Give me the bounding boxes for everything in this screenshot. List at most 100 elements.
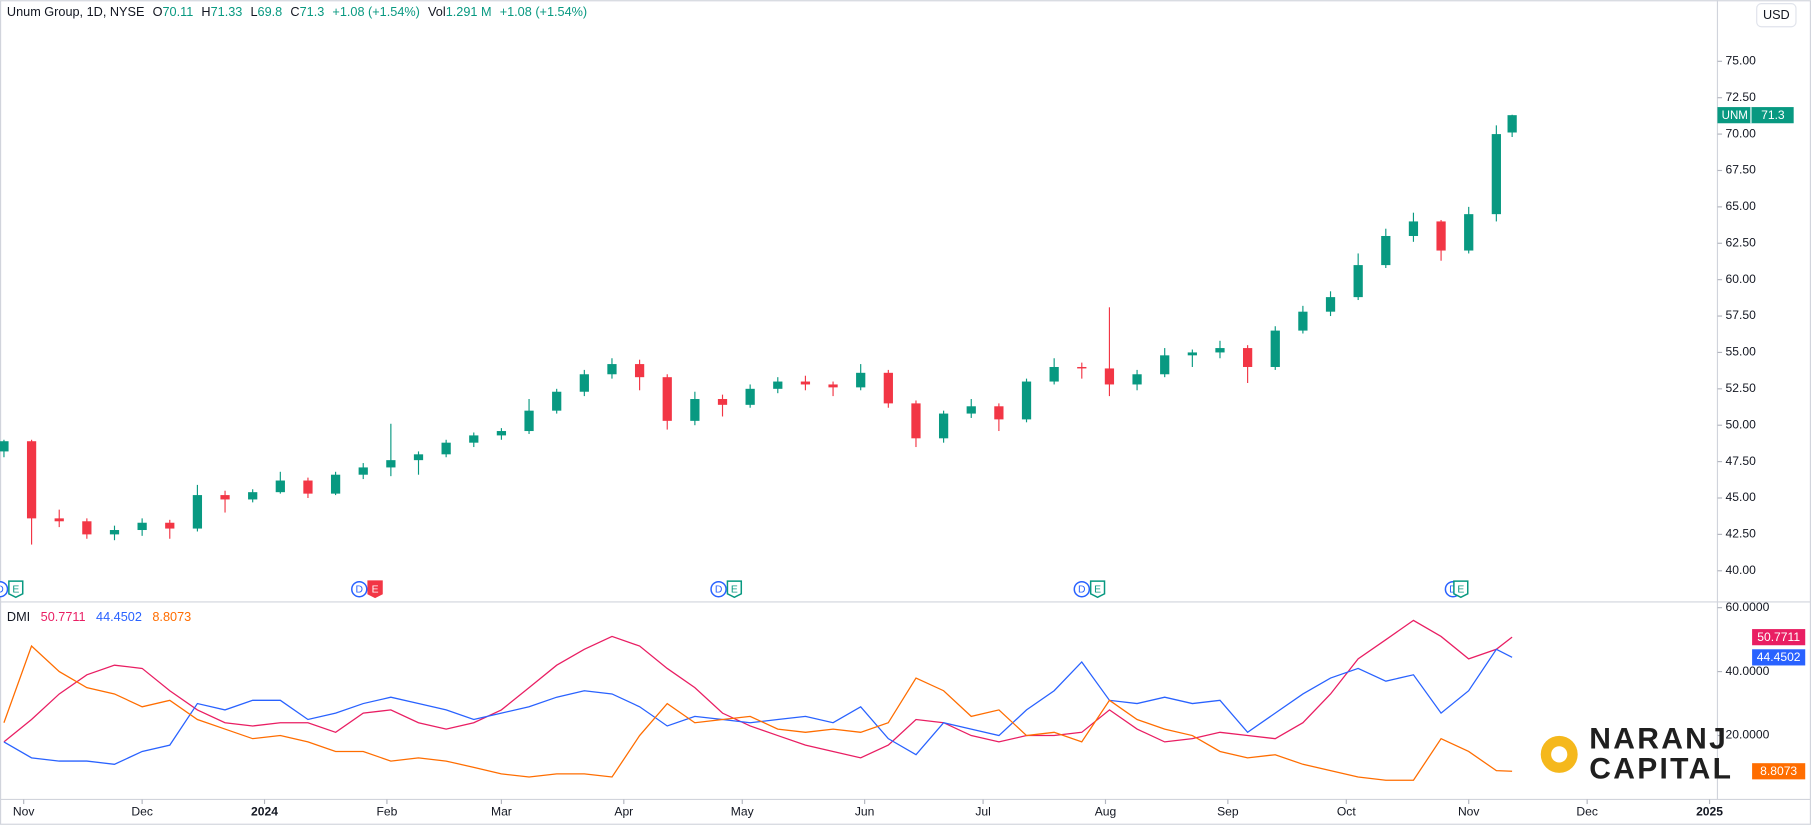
dividend-badge xyxy=(710,580,727,598)
candles xyxy=(0,114,1517,545)
x-tick-label: 2025 xyxy=(1696,804,1723,818)
dmi-title: DMI xyxy=(7,610,30,624)
candle-body xyxy=(1298,311,1308,331)
candle-body xyxy=(552,391,562,411)
candle-body xyxy=(1160,355,1170,375)
price-tag xyxy=(1717,107,1794,124)
candle-body xyxy=(137,522,147,531)
dmi-tag-value: 8.8073 xyxy=(1760,764,1797,778)
candle-body xyxy=(1353,265,1363,298)
candle-body xyxy=(690,399,700,421)
dmi-minus-value: 8.8073 xyxy=(152,610,191,624)
candle-body xyxy=(1381,235,1391,266)
dmi-tag xyxy=(1752,763,1806,780)
candle-body xyxy=(303,480,313,494)
dmi-tag-value: 44.4502 xyxy=(1757,650,1801,664)
y-tick-label: 40.00 xyxy=(1726,563,1757,577)
y-tick-label: 72.50 xyxy=(1726,90,1757,104)
currency-button[interactable] xyxy=(1756,3,1797,28)
y-tick-label: 60.0000 xyxy=(1726,600,1770,614)
candle-body xyxy=(1270,330,1280,367)
event-label: D xyxy=(356,585,364,596)
x-tick-label: Jul xyxy=(975,804,990,818)
y-tick-label: 42.50 xyxy=(1726,527,1757,541)
x-tick-label: Nov xyxy=(13,804,35,818)
candle-body xyxy=(192,495,203,529)
candle-body xyxy=(745,388,755,405)
volume-label: Vol xyxy=(428,5,446,19)
logo-mark-inner xyxy=(1551,746,1568,763)
candle-body xyxy=(1242,348,1253,367)
candle-body xyxy=(1049,366,1059,382)
dmi-line xyxy=(3,644,1513,781)
currency-label[interactable]: USD xyxy=(1763,8,1790,22)
y-tick-label: 45.00 xyxy=(1726,490,1757,504)
y-tick-label: 62.50 xyxy=(1726,235,1757,249)
high-value: 71.33 xyxy=(211,5,243,19)
price-tag-symbol: UNM xyxy=(1722,110,1748,122)
event-label: E xyxy=(731,585,738,596)
candle-body xyxy=(26,441,37,519)
dmi-tag-value: 50.7711 xyxy=(1757,630,1800,644)
candle-body xyxy=(469,435,479,443)
candle-body xyxy=(938,413,949,439)
earnings-badge xyxy=(726,580,743,599)
y-tick-label: 70.00 xyxy=(1726,126,1757,140)
close-value: 71.3 xyxy=(300,5,325,19)
dmi-legend: DMI 50.7711 44.4502 8.8073 xyxy=(7,610,191,624)
candle-body xyxy=(358,467,368,475)
candle-body xyxy=(966,406,976,414)
x-tick-label: Mar xyxy=(491,804,512,818)
candle-body xyxy=(82,521,92,535)
candle-body xyxy=(1104,368,1115,385)
symbol-title: Unum Group, 1D, NYSE xyxy=(7,5,145,19)
candle-body xyxy=(275,480,285,493)
x-tick-label: Dec xyxy=(131,804,153,818)
candle-body xyxy=(441,442,451,455)
y-tick-label: 55.00 xyxy=(1726,345,1757,359)
price-tag-value: 71.3 xyxy=(1761,108,1785,122)
candle-body xyxy=(524,410,534,432)
candle-body xyxy=(607,364,617,375)
candle-body xyxy=(828,384,838,388)
event-label: D xyxy=(1449,585,1457,596)
event-label: E xyxy=(1457,585,1464,596)
x-tick-label: Feb xyxy=(376,804,397,818)
earnings-badge xyxy=(367,580,383,599)
candle-body xyxy=(800,381,811,385)
candle-body xyxy=(109,530,120,535)
event-label: D xyxy=(715,585,723,596)
candle-body xyxy=(1408,221,1419,236)
x-tick-label: May xyxy=(731,804,755,818)
candle-body xyxy=(0,441,9,452)
candle-body xyxy=(773,381,783,389)
y-tick-label: 40.0000 xyxy=(1726,664,1770,678)
y-tick-label: 65.00 xyxy=(1726,199,1757,213)
dmi-line xyxy=(3,648,1513,765)
y-tick-label: 57.50 xyxy=(1726,308,1757,322)
earnings-badge xyxy=(1453,580,1469,599)
candle-body xyxy=(54,518,64,522)
candle-body xyxy=(413,454,424,461)
earnings-badge xyxy=(1089,580,1106,599)
dmi-line xyxy=(3,619,1513,759)
y-tick-label: 50.00 xyxy=(1726,417,1757,431)
earnings-badge xyxy=(8,580,24,599)
candle-body xyxy=(662,377,672,421)
open-label: O xyxy=(153,5,163,19)
x-tick-label: Dec xyxy=(1576,804,1598,818)
y-tick-label: 60.00 xyxy=(1726,272,1757,286)
y-tick-label: 67.50 xyxy=(1726,163,1757,177)
dividend-badge xyxy=(1073,580,1091,598)
y-tick-label: 20.0000 xyxy=(1726,728,1770,742)
high-label: H xyxy=(201,5,210,19)
candle-body xyxy=(634,364,645,378)
event-label: D xyxy=(0,585,4,596)
volume-change: +1.08 (+1.54%) xyxy=(500,5,587,19)
candle-body xyxy=(1464,214,1474,251)
header: Unum Group, 1D, NYSE O70.11 H71.33 L69.8… xyxy=(7,5,587,19)
candle-body xyxy=(1077,366,1087,369)
event-label: E xyxy=(12,585,19,596)
